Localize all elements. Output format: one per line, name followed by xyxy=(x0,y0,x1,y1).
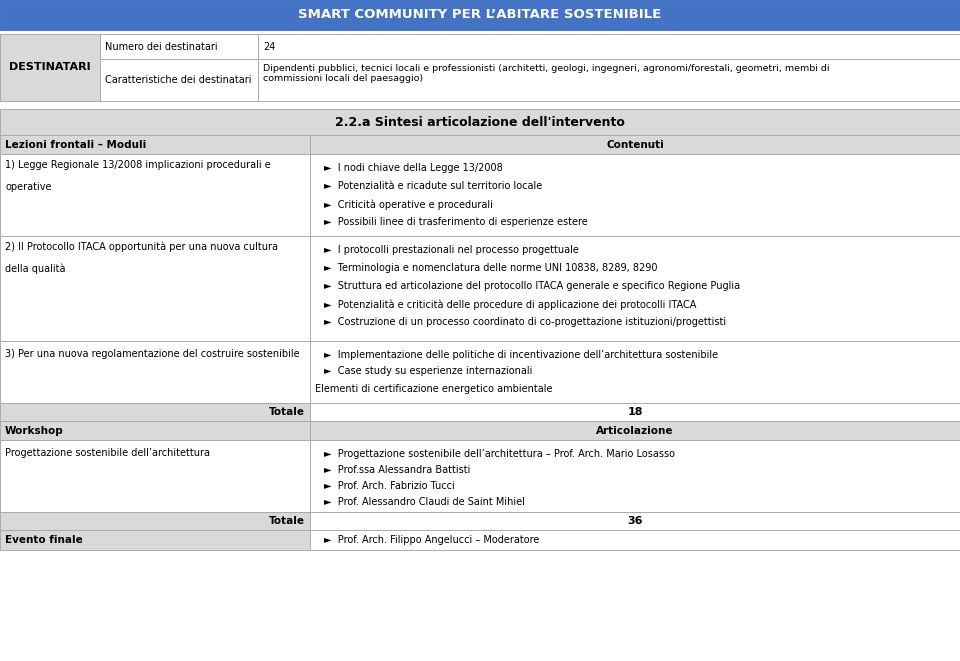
Text: ►  Case study su esperienze internazionali: ► Case study su esperienze internazional… xyxy=(324,366,533,376)
Text: ►  Possibili linee di trasferimento di esperienze estere: ► Possibili linee di trasferimento di es… xyxy=(324,217,588,227)
Text: Workshop: Workshop xyxy=(5,426,63,436)
Bar xyxy=(310,440,960,512)
Bar xyxy=(0,403,310,421)
Text: Contenuti: Contenuti xyxy=(606,139,664,149)
Bar xyxy=(0,34,960,101)
Text: SMART COMMUNITY PER L’ABITARE SOSTENIBILE: SMART COMMUNITY PER L’ABITARE SOSTENIBIL… xyxy=(299,9,661,22)
Bar xyxy=(310,154,960,236)
Text: 36: 36 xyxy=(627,516,643,526)
Text: Lezioni frontali – Moduli: Lezioni frontali – Moduli xyxy=(5,139,146,149)
Text: ►  Criticità operative e procedurali: ► Criticità operative e procedurali xyxy=(324,199,492,210)
Text: Caratteristiche dei destinatari: Caratteristiche dei destinatari xyxy=(105,75,252,85)
Bar xyxy=(0,109,960,135)
Text: ►  Costruzione di un processo coordinato di co-progettazione istituzioni/progett: ► Costruzione di un processo coordinato … xyxy=(324,317,726,327)
Text: ►  Prof. Arch. Fabrizio Tucci: ► Prof. Arch. Fabrizio Tucci xyxy=(324,481,455,491)
Bar xyxy=(0,34,100,101)
Text: 2) Il Protocollo ITACA opportunità per una nuova cultura: 2) Il Protocollo ITACA opportunità per u… xyxy=(5,242,278,253)
Bar xyxy=(100,59,258,101)
Text: Evento finale: Evento finale xyxy=(5,535,83,545)
Bar xyxy=(310,403,960,421)
Text: 3) Per una nuova regolamentazione del costruire sostenibile: 3) Per una nuova regolamentazione del co… xyxy=(5,349,300,359)
Bar xyxy=(258,59,960,101)
Text: 2.2.a Sintesi articolazione dell'intervento: 2.2.a Sintesi articolazione dell'interve… xyxy=(335,116,625,128)
Bar xyxy=(0,530,310,550)
Text: ►  Implementazione delle politiche di incentivazione dell’architettura sostenibi: ► Implementazione delle politiche di inc… xyxy=(324,350,718,360)
Text: Dipendenti pubblici, tecnici locali e professionisti (architetti, geologi, ingeg: Dipendenti pubblici, tecnici locali e pr… xyxy=(263,64,829,83)
Bar xyxy=(310,512,960,530)
Bar xyxy=(0,341,310,403)
Text: ►  Prof. Alessandro Claudi de Saint Mihiel: ► Prof. Alessandro Claudi de Saint Mihie… xyxy=(324,497,525,507)
Bar xyxy=(310,421,960,440)
Bar xyxy=(0,512,310,530)
Bar xyxy=(258,34,960,59)
Text: ►  Prof. Arch. Filippo Angelucci – Moderatore: ► Prof. Arch. Filippo Angelucci – Modera… xyxy=(324,535,540,545)
Bar xyxy=(310,530,960,550)
Text: 1) Legge Regionale 13/2008 implicazioni procedurali e: 1) Legge Regionale 13/2008 implicazioni … xyxy=(5,160,271,170)
Text: ►  I protocolli prestazionali nel processo progettuale: ► I protocolli prestazionali nel process… xyxy=(324,245,579,255)
Text: Totale: Totale xyxy=(269,407,305,417)
Bar xyxy=(310,236,960,341)
Text: 18: 18 xyxy=(627,407,643,417)
Text: Elementi di certificazione energetico ambientale: Elementi di certificazione energetico am… xyxy=(315,384,553,394)
Bar xyxy=(310,135,960,154)
Text: ►  Terminologia e nomenclatura delle norme UNI 10838, 8289, 8290: ► Terminologia e nomenclatura delle norm… xyxy=(324,263,658,273)
Text: Numero dei destinatari: Numero dei destinatari xyxy=(105,42,218,52)
Text: ►  I nodi chiave della Legge 13/2008: ► I nodi chiave della Legge 13/2008 xyxy=(324,163,503,173)
Text: ►  Potenzialità e ricadute sul territorio locale: ► Potenzialità e ricadute sul territorio… xyxy=(324,181,542,191)
Bar xyxy=(0,236,310,341)
Text: della qualità: della qualità xyxy=(5,264,65,274)
Bar xyxy=(0,421,310,440)
Bar xyxy=(310,341,960,403)
Text: operative: operative xyxy=(5,182,52,192)
Bar xyxy=(0,0,960,30)
Text: Progettazione sostenibile dell’architettura: Progettazione sostenibile dell’architett… xyxy=(5,448,210,458)
Bar xyxy=(0,154,310,236)
Text: Totale: Totale xyxy=(269,516,305,526)
Text: ►  Prof.ssa Alessandra Battisti: ► Prof.ssa Alessandra Battisti xyxy=(324,465,470,475)
Text: 24: 24 xyxy=(263,42,276,52)
Text: Articolazione: Articolazione xyxy=(596,426,674,436)
Bar xyxy=(0,440,310,512)
Text: ►  Progettazione sostenibile dell’architettura – Prof. Arch. Mario Losasso: ► Progettazione sostenibile dell’archite… xyxy=(324,449,675,459)
Text: ►  Struttura ed articolazione del protocollo ITACA generale e specifico Regione : ► Struttura ed articolazione del protoco… xyxy=(324,281,740,291)
Bar xyxy=(0,135,310,154)
Text: ►  Potenzialità e criticità delle procedure di applicazione dei protocolli ITACA: ► Potenzialità e criticità delle procedu… xyxy=(324,299,696,309)
Bar xyxy=(100,34,258,59)
Text: DESTINATARI: DESTINATARI xyxy=(10,63,91,73)
